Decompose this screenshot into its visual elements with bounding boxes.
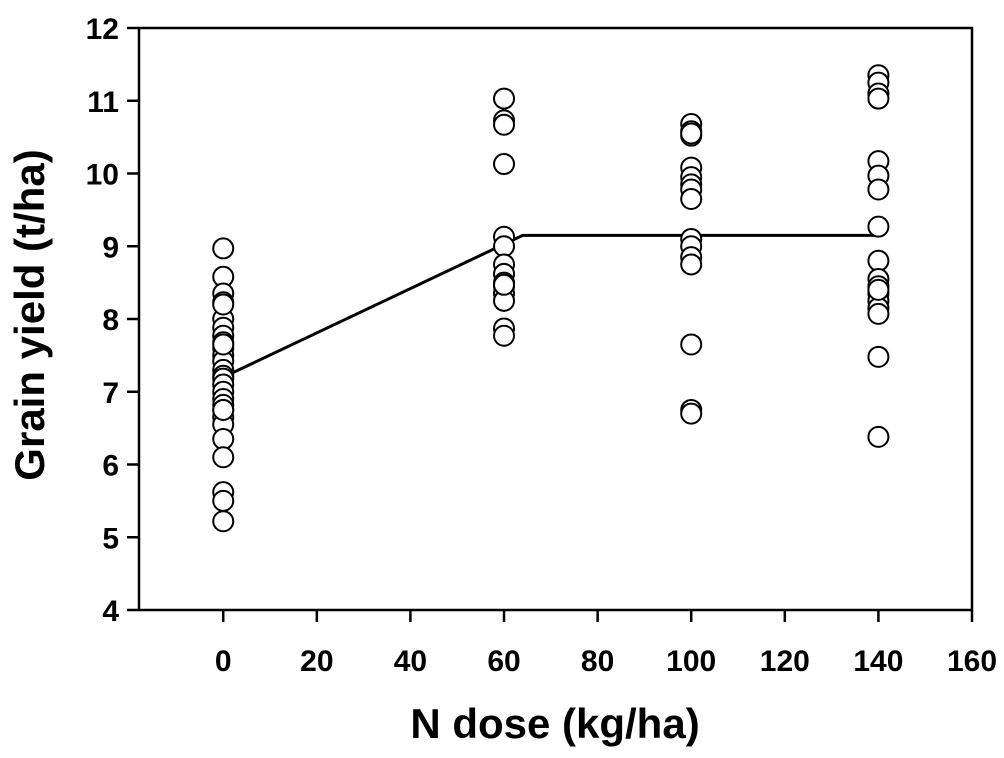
x-tick-label: 20 — [300, 645, 333, 678]
data-point — [867, 87, 890, 110]
x-tick-label: 40 — [394, 645, 427, 678]
data-point — [867, 249, 890, 272]
data-point — [212, 398, 235, 421]
data-point — [867, 302, 890, 325]
data-point — [680, 122, 703, 145]
y-axis-title: Grain yield (t/ha) — [6, 149, 53, 480]
data-point — [867, 278, 890, 301]
data-point — [493, 273, 516, 296]
data-point — [212, 510, 235, 533]
y-tick-label: 9 — [102, 231, 119, 264]
x-tick-label: 60 — [487, 645, 520, 678]
data-point — [867, 215, 890, 238]
data-point — [493, 324, 516, 347]
x-tick-label: 80 — [581, 645, 614, 678]
data-point — [493, 113, 516, 136]
data-point — [867, 425, 890, 448]
x-tick-label: 100 — [666, 645, 716, 678]
data-point — [680, 333, 703, 356]
plot-frame — [137, 26, 974, 612]
x-tick-label: 140 — [853, 645, 903, 678]
y-tick-label: 11 — [87, 86, 119, 119]
y-tick-label: 8 — [102, 304, 119, 337]
data-point — [212, 446, 235, 469]
data-point — [212, 333, 235, 356]
y-tick-label: 10 — [86, 159, 119, 192]
fit-line — [222, 233, 879, 379]
data-point — [212, 293, 235, 316]
y-tick-label: 6 — [102, 450, 119, 483]
x-tick-label: 0 — [215, 645, 232, 678]
y-tick-label: 12 — [86, 13, 119, 46]
data-point — [867, 178, 890, 201]
data-point — [212, 428, 235, 451]
data-point — [867, 345, 890, 368]
data-point — [212, 489, 235, 512]
y-tick-label: 4 — [102, 595, 119, 628]
data-point — [212, 237, 235, 260]
x-tick-label: 120 — [760, 645, 810, 678]
x-tick-label: 160 — [947, 645, 997, 678]
data-point — [680, 187, 703, 210]
data-point — [680, 402, 703, 425]
y-tick-label: 5 — [102, 522, 119, 555]
data-point — [680, 253, 703, 276]
data-point — [493, 153, 516, 176]
x-axis-title: N dose (kg/ha) — [410, 700, 699, 747]
data-point — [493, 87, 516, 110]
y-tick-label: 7 — [102, 377, 119, 410]
data-point — [493, 235, 516, 258]
